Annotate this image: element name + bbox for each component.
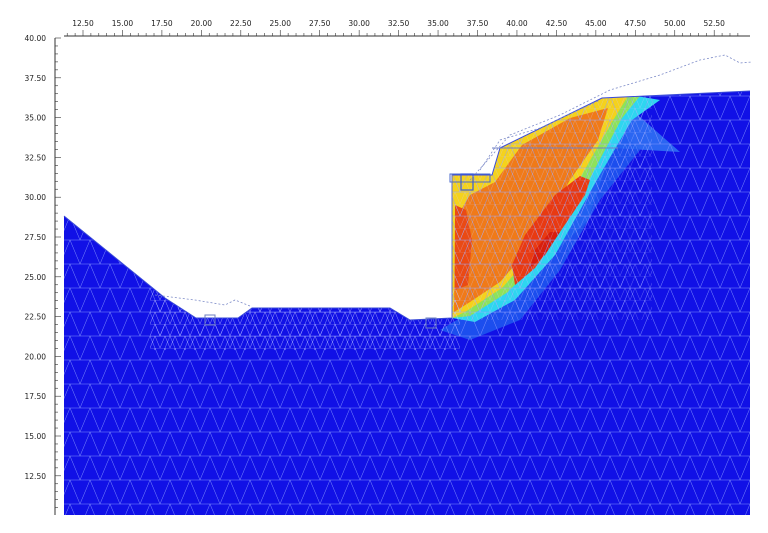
top-ruler-labels: 12.50 15.00 17.50 20.00 22.50 25.00 27.50 30.00… [72,19,725,28]
x-tick-label: 12.50 [72,19,94,28]
x-tick-label: 20.00 [191,19,213,28]
x-tick-label: 40.00 [506,19,528,28]
left-ruler-minor-ticks [55,37,61,508]
y-tick-label: 32.50 [25,153,47,162]
y-tick-label: 30.00 [25,193,47,202]
x-tick-label: 35.00 [427,19,449,28]
top-ruler: 12.50 15.00 17.50 20.00 22.50 25.00 27.50 30.00… [64,19,750,37]
y-tick-label: 17.50 [25,392,47,401]
x-tick-label: 32.50 [388,19,410,28]
x-tick-label: 27.50 [309,19,331,28]
x-tick-label: 42.50 [546,19,568,28]
x-tick-label: 25.00 [270,19,292,28]
ghost-terrain-lines [154,54,753,307]
y-tick-label: 25.00 [25,273,47,282]
top-ruler-minor-ticks [66,30,739,36]
y-tick-label: 20.00 [25,352,47,361]
y-tick-label: 22.50 [25,313,47,322]
x-tick-label: 45.00 [585,19,607,28]
x-tick-label: 52.50 [703,19,725,28]
x-tick-label: 17.50 [151,19,173,28]
x-tick-label: 15.00 [112,19,134,28]
y-tick-label: 12.50 [25,472,47,481]
y-tick-label: 37.50 [25,74,47,83]
retaining-wall[interactable] [449,173,491,318]
y-tick-label: 40.00 [25,34,47,43]
x-tick-label: 50.00 [664,19,686,28]
x-tick-label: 37.50 [467,19,489,28]
left-ruler: 40.00 37.50 35.00 32.50 30.00 27.50 25.00 22.50… [25,34,61,515]
anchor-left[interactable] [204,314,216,326]
y-tick-label: 15.00 [25,432,47,441]
x-tick-label: 30.00 [348,19,370,28]
y-tick-label: 27.50 [25,233,47,242]
anchor-right[interactable] [425,317,437,329]
x-tick-label: 47.50 [625,19,647,28]
y-tick-label: 35.00 [25,114,47,123]
x-tick-label: 22.50 [230,19,252,28]
left-ruler-labels: 40.00 37.50 35.00 32.50 30.00 27.50 25.00 22.50… [25,34,47,481]
